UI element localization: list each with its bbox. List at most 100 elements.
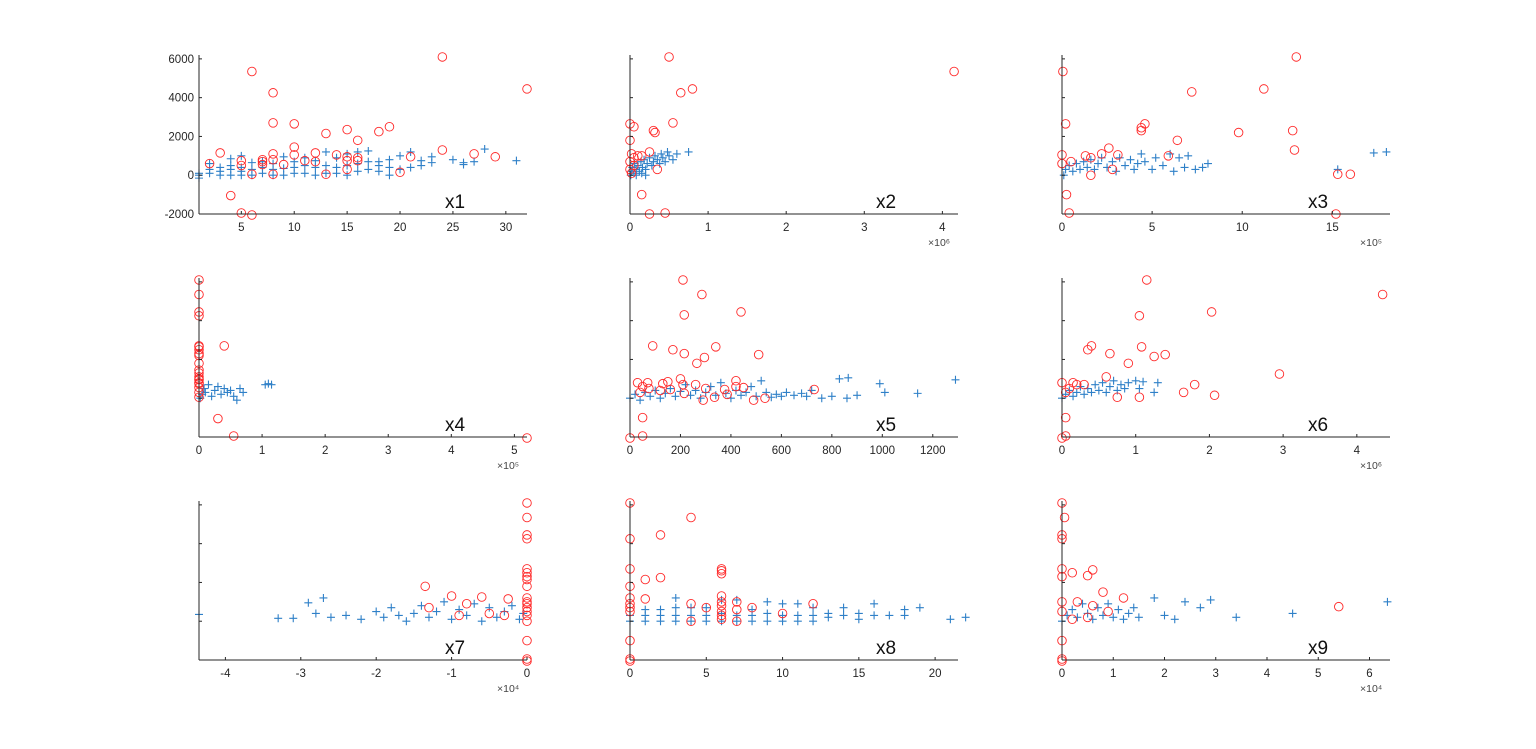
inlier-point [332,153,341,162]
inlier-point [1166,149,1175,158]
inlier-point [1175,153,1184,162]
inlier-point [767,393,776,402]
outlier-point [469,149,479,159]
inlier-point [1129,603,1138,612]
inlier-point [424,613,433,622]
inlier-point [204,380,213,389]
inlier-point [357,615,366,624]
inlier-point [802,392,811,401]
inlier-point [470,599,479,608]
outlier-point [257,159,268,170]
inlier-point [641,171,650,180]
inlier-point [1150,593,1159,602]
outlier-point [760,393,770,403]
inlier-point [1094,386,1103,395]
subplot-label: x8 [876,638,896,659]
outlier-point [1209,390,1220,401]
outlier-point [1060,387,1071,398]
outlier-point [1149,351,1159,362]
inlier-point [1093,603,1102,612]
inlier-point [1139,377,1148,386]
outlier-point [1160,349,1170,360]
outlier-point [1107,164,1118,175]
outlier-point [236,208,247,218]
outlier-point [1206,307,1217,317]
inlier-point [1169,167,1178,176]
inlier-point [217,390,226,399]
inlier-point [1133,159,1142,168]
outlier-point [321,169,331,179]
inlier-point [1069,392,1078,401]
subplot-label: x4 [445,415,466,436]
x-tick-label: 15 [852,668,865,680]
inlier-point [477,617,486,626]
outlier-point [1067,567,1077,578]
outlier-point [1082,570,1093,581]
inlier-point [762,388,771,397]
x-tick-label: 1000 [870,445,896,457]
inlier-point [396,151,405,160]
inlier-point [1091,380,1100,389]
inlier-point [885,611,894,620]
y-tick-label: 4000 [168,93,194,105]
subplot-x5: 0 200 400 600 800 1000 1200 x5 [625,275,960,457]
x-tick-label: 4 [448,445,455,457]
inlier-point [300,169,309,178]
inlier-point [311,609,320,618]
inlier-point [1068,167,1077,176]
outlier-point [1086,170,1096,180]
inlier-point [267,380,276,389]
inlier-point [716,378,725,387]
inlier-point [311,171,320,180]
outlier-point [522,606,532,617]
subplot-x8: 0 5 10 15 20 x8 [625,498,970,680]
x-tick-label: 6 [1366,668,1372,680]
outlier-point [1178,387,1189,398]
outlier-point [247,66,257,77]
outlier-point [1072,597,1083,607]
outlier-point [522,593,532,603]
subplot-x3: 0 5 10 15 x3 ×10⁵ [1057,52,1391,249]
outlier-point [732,616,742,626]
inlier-point [447,615,456,624]
outlier-point [1058,66,1068,77]
inlier-point [702,611,711,620]
inlier-point [485,603,494,612]
y-tick-label: 0 [188,170,194,182]
outlier-point [1332,169,1343,179]
outlier-point [503,594,513,604]
inlier-point [649,157,658,166]
outlier-point [352,155,363,166]
outlier-point [454,610,464,621]
outlier-point [665,384,676,395]
outlier-point [636,151,647,161]
x-tick-label: 600 [772,445,791,457]
x-tick-label: 1 [1133,445,1139,457]
outlier-point [1079,379,1089,390]
outlier-point [701,602,712,613]
outlier-point [1274,369,1285,379]
outlier-point [342,124,352,135]
inlier-point [492,613,501,622]
outlier-point [522,599,532,609]
outlier-point [1113,150,1123,160]
inlier-point [1153,378,1162,387]
inlier-point [1130,165,1139,174]
inlier-point [455,605,464,614]
inlier-point [671,392,680,401]
inlier-point [321,147,330,156]
inlier-point [374,157,383,166]
subplot-label: x7 [445,638,465,659]
inlier-point [1206,595,1215,604]
outlier-point [648,125,659,136]
axis-exponent-label: ×10⁶ [1360,460,1382,472]
inlier-point [763,597,772,606]
inlier-point [364,146,373,155]
inlier-point [1191,165,1200,174]
inlier-point [396,165,405,174]
x-tick-label: 4 [939,222,946,234]
outlier-point [747,602,757,613]
outlier-point [522,564,532,574]
subplot-x2: 0 1 2 3 4 x2 ×10⁶ [625,52,959,249]
inlier-point [462,611,471,620]
